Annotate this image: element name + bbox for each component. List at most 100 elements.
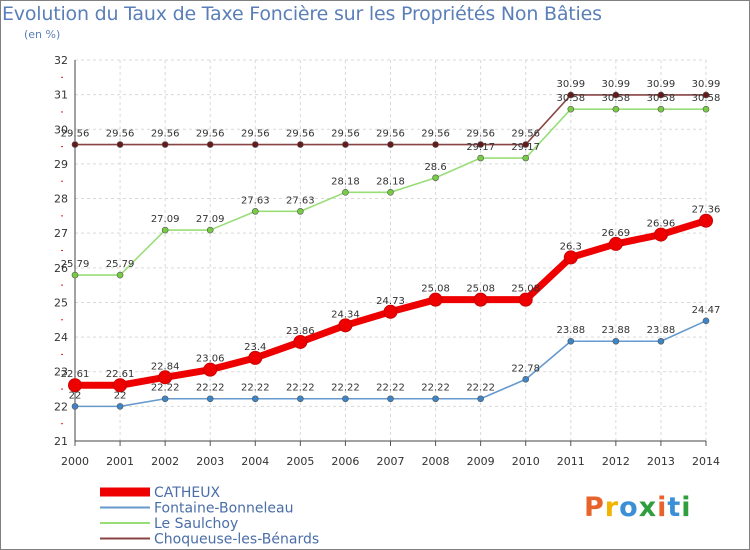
data-point [702,91,710,99]
data-label: 30.99 [602,79,631,90]
data-label: 29.56 [286,129,315,140]
data-point [71,271,79,279]
y-tick-label: 22 [54,400,68,413]
data-point [477,395,484,403]
data-label: 22.22 [241,383,270,394]
y-tick-label: 31 [54,89,68,102]
data-point [477,154,484,162]
data-label: 30.99 [692,79,721,90]
data-label: 23.88 [602,325,631,336]
data-label: 30.58 [556,93,585,104]
x-tick-label: 2009 [467,455,495,468]
x-tick-label: 2008 [422,455,450,468]
y-tick-label: 32 [54,54,68,67]
logo-letter: i [657,492,668,523]
data-point [116,403,124,410]
logo-letter: r [604,492,620,523]
logo-letter: P [584,492,605,523]
data-point [657,91,665,99]
data-label: 25.08 [511,284,540,295]
data-point [612,337,620,345]
data-label: 29.17 [466,142,495,153]
x-tick-label: 2013 [647,455,675,468]
data-point [158,370,173,385]
data-label: 30.58 [692,93,721,104]
data-label: 22.61 [106,369,135,380]
logo-letter: t [667,492,682,523]
y-tick-label: 30 [54,123,68,136]
data-point [387,189,394,196]
data-point [567,337,575,345]
data-point [206,395,214,403]
data-point [563,250,578,265]
logo-letter: i [681,492,692,523]
data-point [432,141,439,148]
data-label: 27.36 [692,205,721,216]
data-point [567,105,575,113]
data-point [251,208,259,215]
series-lines [68,91,713,410]
data-point [608,236,623,251]
data-label: 23.88 [556,325,585,336]
x-tick-label: 2012 [602,455,630,468]
y-tick-label: 28 [54,193,68,206]
data-labels: 22.61 22.61 22.84 23.06 23.4 23.86 24.34 24.73 2… [61,79,721,401]
x-tick-label: 2003 [196,455,224,468]
data-point [522,376,530,383]
data-point [203,362,218,377]
data-label: 29.56 [61,129,90,140]
data-label: 25.08 [421,284,450,295]
data-point [428,292,443,307]
x-tick-label: 2014 [692,455,720,468]
data-point [702,105,710,113]
data-point [161,395,169,403]
data-label: 27.63 [241,195,270,206]
data-point [657,337,665,345]
data-label: 22.22 [376,383,405,394]
legend-label: Fontaine-Bonneleau [154,501,293,517]
data-point [567,91,575,99]
data-point [477,141,484,148]
data-point [251,141,259,148]
legend-label: Choqueuse-les-Bénards [154,532,319,548]
data-label: 22 [114,390,127,401]
logo-letter: x [638,492,658,523]
data-label: 29.56 [421,129,450,140]
data-label: 29.56 [466,129,495,140]
data-point [653,227,668,242]
chart-title: Evolution du Taux de Taxe Foncière sur l… [2,3,602,25]
data-point [432,395,439,403]
data-label: 30.58 [647,93,676,104]
data-label: 27.09 [151,214,180,225]
data-point [206,226,214,234]
data-label: 22.22 [331,383,360,394]
proxiti-logo: Proxiti [584,492,692,523]
data-label: 30.99 [556,79,585,90]
data-label: 28.18 [331,176,360,187]
data-point [297,208,304,215]
data-label: 29.56 [151,129,180,140]
y-tick-label: 29 [54,158,68,171]
data-point [338,318,353,333]
data-label: 22.22 [151,383,180,394]
data-point [387,395,394,403]
data-label: 22.61 [61,369,90,380]
data-label: 22.22 [466,383,495,394]
data-label: 22.84 [151,361,180,372]
data-label: 26.96 [647,219,676,230]
y-tick-label: 25 [54,296,68,309]
data-label: 30.58 [602,93,631,104]
data-label: 25.79 [61,259,90,270]
data-point [612,91,620,99]
data-label: 22.22 [421,383,450,394]
data-label: 24.47 [692,305,721,316]
x-tick-label: 2011 [557,455,585,468]
data-label: 29.56 [376,129,405,140]
data-point [387,141,394,148]
y-tick-label: 21 [54,435,68,448]
data-label: 26.3 [560,241,582,252]
data-label: 29.56 [106,129,135,140]
data-label: 24.34 [331,309,360,320]
